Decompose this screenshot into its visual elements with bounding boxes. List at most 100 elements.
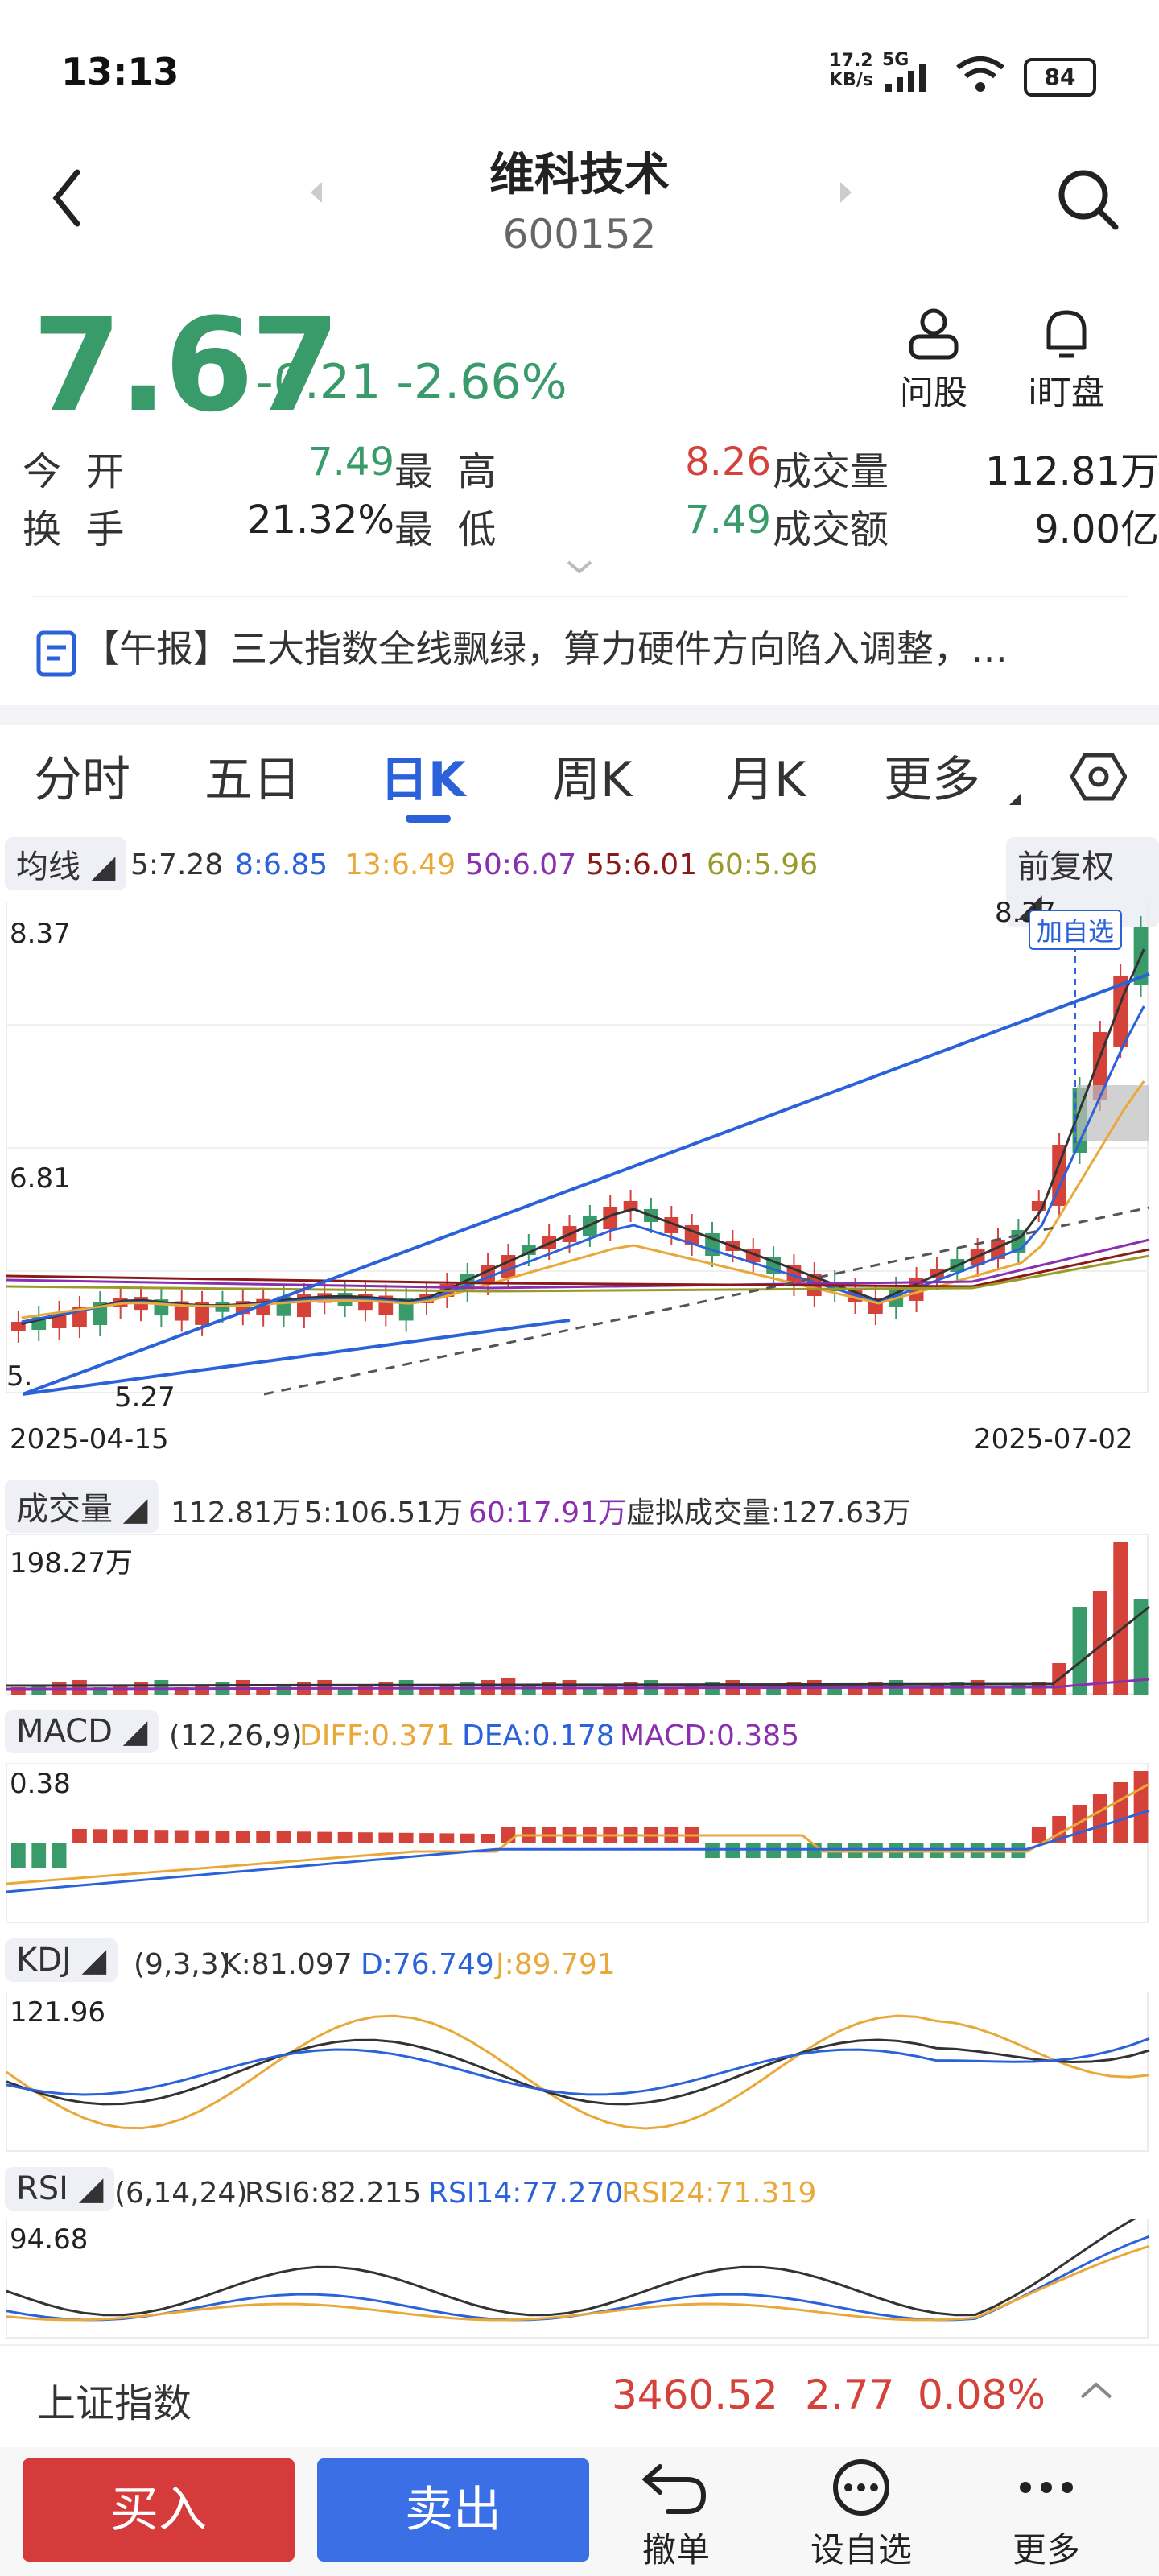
macd-bar	[766, 1843, 781, 1858]
set-watch-button[interactable]: 设自选	[805, 2455, 918, 2572]
volume-bar	[1092, 1591, 1107, 1695]
macd-bar	[93, 1829, 108, 1843]
ma8-value: 8:6.85	[235, 848, 328, 881]
tab-more[interactable]: 更多	[884, 752, 980, 808]
expand-chevron-icon[interactable]	[563, 557, 596, 578]
candle	[195, 1302, 209, 1325]
candle	[521, 1245, 536, 1255]
macd-bar	[481, 1834, 495, 1843]
macd-bar	[31, 1843, 47, 1868]
macd-bar	[195, 1830, 209, 1843]
high-label: 最 高	[394, 449, 497, 494]
kline-low-marker: 5.27	[114, 1381, 175, 1414]
more-label: 更多	[1012, 2530, 1080, 2570]
volume-bar	[337, 1687, 353, 1695]
macd-bar	[725, 1843, 740, 1858]
stock-name: 维科技术	[489, 149, 670, 201]
volume-bar	[521, 1685, 536, 1695]
status-bar: 13:13 17.2 KB/s 5G 84	[0, 0, 1159, 145]
current-price: 7.67	[32, 290, 340, 440]
tab-daily-k[interactable]: 日K	[380, 752, 466, 808]
volume-bar	[256, 1687, 271, 1695]
watch-button[interactable]: i盯盘	[1006, 306, 1127, 415]
kline-chart[interactable]	[6, 902, 1157, 1410]
wifi-icon	[956, 56, 1004, 92]
tab-monthly-k[interactable]: 月K	[726, 752, 806, 808]
macd-bar	[256, 1831, 271, 1843]
date-end: 2025-07-02	[974, 1423, 1133, 1455]
news-headline[interactable]: 【午报】三大指数全线飘绿，算力硬件方向陷入调整，…	[82, 627, 1008, 671]
macd-bar	[235, 1831, 250, 1843]
trend-line	[22, 1319, 571, 1396]
next-stock-icon[interactable]	[837, 179, 856, 206]
volume-ma60-line	[6, 1678, 1150, 1690]
macd-bar	[317, 1831, 332, 1843]
back-icon[interactable]	[48, 166, 89, 230]
change-value: -0.21	[256, 354, 382, 411]
volume-bar	[745, 1687, 761, 1695]
cancel-order-button[interactable]: 撤单	[628, 2455, 724, 2572]
chart-frame	[6, 2219, 1149, 2339]
volume-bar	[31, 1685, 47, 1695]
macd-y-top: 0.38	[10, 1768, 71, 1800]
macd-bar	[11, 1843, 26, 1868]
kline-y-mid: 6.81	[10, 1162, 71, 1195]
sell-button[interactable]: 卖出	[317, 2458, 589, 2562]
network-label: 5G	[882, 50, 909, 70]
volume-bar	[766, 1685, 781, 1695]
volume-bar	[868, 1682, 883, 1695]
macd-bar	[113, 1829, 128, 1843]
adjust-label: 前复权	[1017, 848, 1114, 886]
volume-bar: 成交量 ◢ 112.81万 5:106.51万 60:17.91万 虚拟成交量:…	[0, 1480, 1159, 1533]
macd-diff: DIFF:0.371	[299, 1719, 455, 1752]
vol-ma5: 5:106.51万	[304, 1496, 463, 1530]
low-value: 7.49	[685, 497, 771, 543]
price-change: -0.21 -2.66%	[256, 354, 567, 411]
volume-y-top: 198.27万	[10, 1547, 133, 1579]
volume-bar	[113, 1685, 128, 1695]
chevron-up-icon[interactable]	[1079, 2378, 1114, 2402]
tab-weekly-k[interactable]: 周K	[552, 752, 633, 808]
macd-bar	[419, 1833, 434, 1843]
buy-button[interactable]: 买入	[23, 2458, 295, 2562]
rsi-params: (6,14,24)	[114, 2177, 248, 2210]
change-percent: -2.66%	[396, 354, 567, 411]
macd-bar	[297, 1831, 311, 1843]
ask-stock-button[interactable]: 问股	[885, 306, 982, 415]
macd-selector[interactable]: MACD ◢	[5, 1710, 159, 1753]
ma50-value: 50:6.07	[465, 848, 577, 881]
macd-label: MACD	[16, 1713, 113, 1750]
status-time: 13:13	[61, 50, 179, 93]
volume-chart	[6, 1534, 1150, 1695]
index-bar[interactable]: 上证指数 3460.52 2.77 0.08%	[0, 2344, 1159, 2447]
date-start: 2025-04-15	[10, 1423, 169, 1455]
macd-bar	[1092, 1794, 1107, 1843]
search-icon[interactable]	[1054, 166, 1122, 233]
tab-minute[interactable]: 分时	[34, 752, 130, 808]
rsi6: RSI6:82.215	[245, 2177, 422, 2210]
more-button[interactable]: 更多	[990, 2455, 1103, 2572]
rsi-selector[interactable]: RSI ◢	[5, 2167, 115, 2211]
settings-icon[interactable]	[1070, 749, 1127, 805]
volume-bar	[174, 1687, 189, 1695]
volume-bar	[603, 1685, 618, 1695]
tab-five-day[interactable]: 五日	[204, 752, 301, 808]
macd-bar	[174, 1830, 189, 1843]
more-circle-icon	[833, 2459, 889, 2516]
ma13-value: 13:6.49	[344, 848, 456, 881]
add-watch-button[interactable]: 加自选	[1029, 910, 1123, 950]
prev-stock-icon[interactable]	[306, 179, 325, 206]
kdj-y-top: 121.96	[10, 1996, 105, 2029]
macd-bar	[1133, 1771, 1149, 1843]
kdj-selector[interactable]: KDJ ◢	[5, 1938, 118, 1982]
rsi24: RSI24:71.319	[621, 2177, 817, 2210]
diff-line	[6, 1782, 1150, 1885]
volume-bar	[501, 1678, 516, 1695]
macd-bar	[1031, 1827, 1046, 1843]
watch-label: i盯盘	[1028, 373, 1105, 412]
candle	[909, 1278, 924, 1301]
ma-selector[interactable]: 均线 ◢	[5, 837, 127, 890]
volume-selector[interactable]: 成交量 ◢	[5, 1480, 159, 1533]
volume-bar	[827, 1687, 843, 1695]
ma60-line	[6, 1254, 1150, 1293]
